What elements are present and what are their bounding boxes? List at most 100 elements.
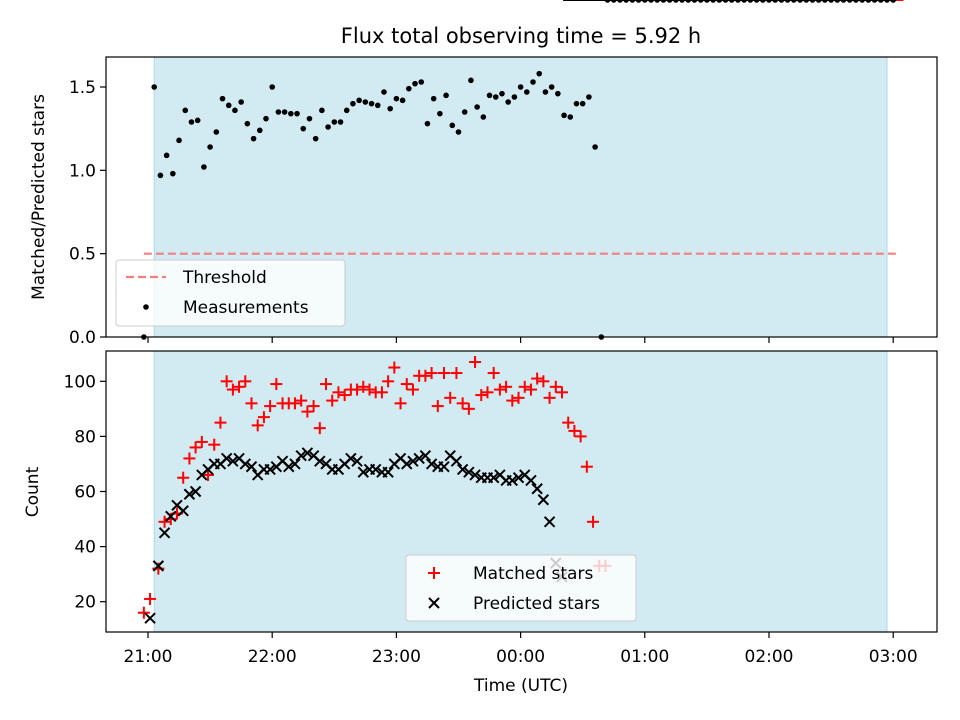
count-y-tick-label: 40 — [74, 538, 96, 558]
measurement-point — [418, 79, 425, 85]
predicted-star-point — [345, 452, 357, 465]
measurement-point — [561, 112, 567, 119]
matched-star-point — [580, 460, 593, 473]
matched-star-point — [301, 405, 314, 418]
measurement-point — [275, 109, 282, 115]
matched-star-point — [245, 397, 258, 410]
matched-star-point — [144, 592, 157, 605]
ratio-y-tick-label: 1.0 — [69, 161, 96, 181]
predicted-star-point — [245, 460, 258, 473]
predicted-star-point — [531, 483, 543, 495]
measurement-point — [269, 84, 276, 90]
measurement-point — [381, 89, 387, 95]
predicted-star-point — [413, 452, 425, 465]
matched-star-point — [208, 438, 221, 451]
matched-star-point — [220, 375, 233, 388]
matched-star-point — [462, 402, 475, 415]
legend-measurements-swatch — [143, 304, 149, 310]
measurement-point — [312, 135, 319, 142]
predicted-star-point — [463, 466, 475, 478]
matched-star-point — [406, 383, 419, 396]
matched-star-point — [214, 416, 227, 429]
matched-star-point — [388, 361, 401, 374]
measurement-point — [387, 105, 393, 112]
matched-star-point — [574, 430, 587, 443]
matched-star-point — [295, 394, 308, 407]
measurement-point — [256, 127, 263, 134]
measurement-point — [250, 135, 257, 142]
matched-star-point — [177, 471, 190, 484]
measurement-point — [151, 84, 158, 90]
matched-star-point — [549, 380, 562, 393]
x-tick-label: 23:00 — [372, 647, 421, 667]
predicted-star-point — [220, 452, 233, 465]
predicted-star-point — [425, 458, 438, 470]
ratio-panel: 0.0 0.5 1.0 1.5 Matched/Predicted stars Thr… — [29, 0, 938, 348]
matched-star-point — [202, 468, 215, 481]
matched-star-point — [562, 416, 575, 429]
matched-star-point — [288, 397, 301, 410]
predicted-star-point — [301, 447, 314, 459]
matched-star-point — [537, 375, 550, 388]
measurement-point — [461, 109, 468, 115]
measurement-point — [263, 115, 269, 122]
predicted-star-point — [152, 560, 165, 572]
legend-matched-label: Matched stars — [473, 564, 593, 584]
predicted-star-point — [158, 527, 171, 539]
matched-star-point — [518, 380, 531, 393]
predicted-star-point — [289, 458, 301, 470]
ratio-y-axis-label: Matched/Predicted stars — [29, 94, 49, 300]
predicted-star-point — [264, 463, 276, 476]
matched-star-point — [251, 419, 264, 432]
measurement-point — [213, 129, 220, 135]
matched-star-point — [556, 386, 568, 399]
measurement-point — [176, 137, 182, 144]
measurement-point — [486, 92, 493, 99]
matched-star-point — [326, 394, 339, 407]
measurement-point — [573, 100, 580, 107]
measurement-point — [207, 144, 213, 150]
matched-star-point — [183, 452, 196, 465]
matched-star-point — [338, 389, 351, 402]
count-y-ticks: 20 40 60 80 100 — [64, 372, 106, 613]
predicted-star-point — [506, 474, 519, 487]
x-tick-label: 01:00 — [620, 647, 669, 667]
legend-predicted-swatch — [428, 597, 440, 609]
matched-star-point — [512, 391, 525, 404]
measurement-point — [157, 172, 164, 179]
matched-star-point — [270, 378, 283, 391]
matched-star-point — [444, 391, 457, 404]
predicted-star-point — [351, 455, 363, 467]
predicted-star-point — [438, 460, 450, 473]
measurement-point — [586, 94, 592, 100]
measurement-point — [374, 102, 381, 109]
measurement-point — [548, 84, 555, 90]
matched-star-point — [375, 386, 388, 399]
measurement-point — [567, 114, 574, 120]
matched-star-point — [394, 397, 407, 410]
predicted-star-point — [177, 505, 189, 517]
matched-star-point — [158, 515, 171, 528]
matched-star-point — [456, 397, 469, 410]
measurement-point — [412, 80, 418, 87]
measurement-point — [524, 89, 530, 95]
measurement-point — [455, 129, 462, 135]
matched-star-point — [475, 389, 488, 402]
ratio-panel-frame — [105, 56, 938, 338]
predicted-star-point — [525, 474, 537, 487]
matched-star-point — [431, 400, 444, 413]
predicted-star-point — [314, 455, 326, 467]
predicted-star-point — [512, 472, 525, 484]
predicted-star-point — [537, 494, 550, 506]
measurement-point — [579, 100, 586, 107]
measurement-point — [474, 104, 480, 110]
measurement-point — [350, 100, 356, 107]
matched-star-point — [493, 383, 506, 396]
measurement-point — [225, 102, 232, 109]
measurement-point — [517, 84, 524, 90]
predicted-star-point — [369, 463, 382, 476]
predicted-star-point — [189, 485, 202, 498]
matched-star-point — [506, 394, 519, 407]
x-axis-label: Time (UTC) — [473, 676, 568, 696]
predicted-star-point — [144, 612, 156, 624]
